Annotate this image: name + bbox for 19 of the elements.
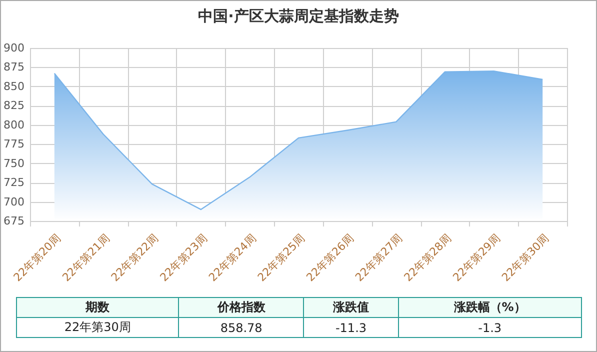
text: 涨跌幅（%）	[398, 298, 582, 318]
text: 期数	[16, 298, 179, 318]
y-tick-label: 900	[4, 42, 24, 54]
chart-title: 中国·产区大蒜周定基指数走势	[198, 7, 399, 25]
y-tick-label: 700	[4, 195, 24, 208]
y-tick-label: 675	[4, 214, 24, 228]
text: 涨跌值	[304, 298, 398, 318]
text: 858.78	[178, 318, 304, 338]
y-tick-label: 875	[4, 60, 24, 74]
text: 价格指数	[178, 298, 304, 318]
y-tick-label: 850	[4, 80, 24, 93]
text: -11.3	[304, 318, 398, 338]
y-tick-label: 775	[4, 138, 24, 151]
y-tick-label: 725	[4, 176, 24, 190]
text: 22年第30周	[16, 318, 179, 338]
y-tick-label: 825	[4, 99, 24, 112]
y-tick-label: 750	[4, 156, 24, 170]
y-tick-label: 800	[4, 118, 24, 132]
text: -1.3	[398, 318, 582, 338]
